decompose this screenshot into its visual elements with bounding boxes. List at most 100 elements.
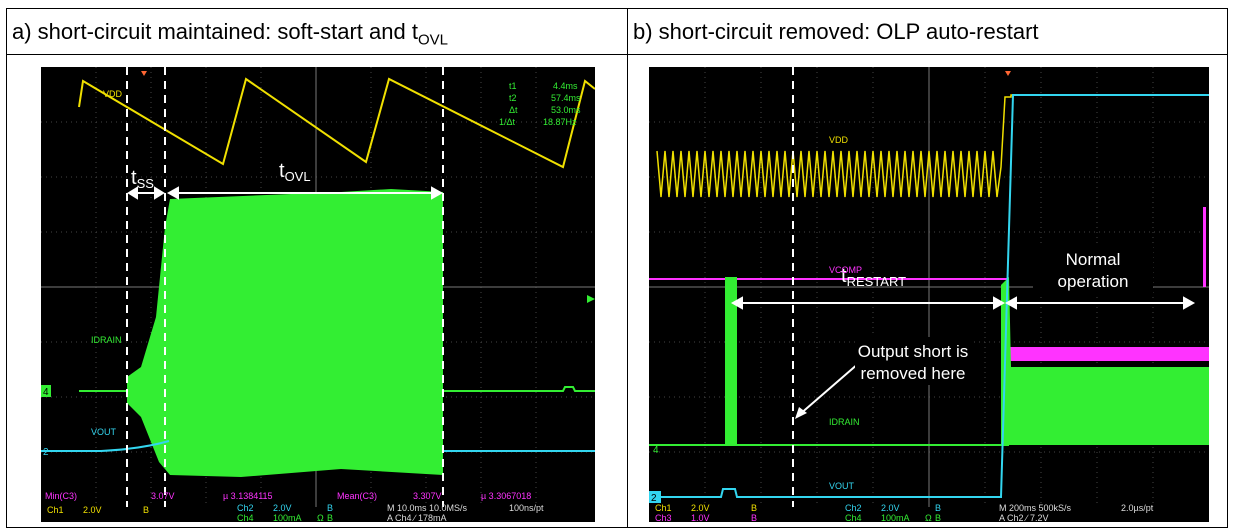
svg-text:Ch2: Ch2: [845, 503, 862, 513]
tss-label: tSS: [131, 167, 154, 191]
ch4-marker-a: [41, 385, 51, 397]
tovl-arrow: [166, 186, 444, 200]
svg-text:µ 3.1384115: µ 3.1384115: [223, 491, 273, 501]
svg-text:2.0V: 2.0V: [273, 503, 292, 513]
trace-vcomp-b-high: [1009, 347, 1209, 361]
svg-text:2.0V: 2.0V: [83, 505, 102, 515]
svg-text:B: B: [143, 505, 149, 515]
ch4-marker-b-text: 4: [653, 445, 659, 456]
svg-text:Ω: Ω: [925, 513, 932, 522]
trigger-marker-b: [1005, 71, 1011, 76]
svg-text:Ch1: Ch1: [655, 503, 672, 513]
panel-a-header-sub: OVL: [417, 31, 448, 49]
label-vout-a: VOUT: [91, 427, 117, 437]
trace-vout-b: [649, 94, 1209, 498]
label-vdd-b: VDD: [829, 135, 849, 145]
panel-a-header-text: a) short-circuit maintained: soft-start …: [12, 19, 418, 44]
svg-text:2.0V: 2.0V: [691, 503, 710, 513]
figure-table: a) short-circuit maintained: soft-start …: [6, 8, 1228, 528]
trestart-label: tRESTART: [841, 265, 906, 289]
svg-text:18.87Hz: 18.87Hz: [543, 117, 577, 127]
short-label-line2: removed here: [861, 364, 966, 383]
normal-label-bg: [1033, 243, 1153, 293]
bottom-bar-b: Ch1 2.0V Ch3 1.0V B B Ch2 2.0V Ch4 100mA…: [655, 503, 1154, 522]
panel-b-header: b) short-circuit removed: OLP auto-resta…: [633, 19, 1039, 44]
svg-text:1/Δt: 1/Δt: [499, 117, 516, 127]
svg-text:100mA: 100mA: [881, 513, 910, 522]
trace-vout-a: [41, 440, 170, 452]
normal-label-line2: operation: [1058, 272, 1129, 291]
label-idrain-b: IDRAIN: [829, 417, 860, 427]
tovl-label: tOVL: [279, 160, 311, 184]
short-label-bg: [855, 337, 973, 385]
ch2-marker-b: [649, 491, 661, 503]
svg-text:B: B: [327, 513, 333, 522]
label-vout-b: VOUT: [829, 481, 855, 491]
trestart-arrow: [730, 296, 1006, 310]
svg-text:53.0ms: 53.0ms: [551, 105, 581, 115]
level-marker-a: [587, 295, 595, 303]
label-vcomp-b: VCOMP: [829, 265, 862, 275]
svg-text:B: B: [751, 503, 757, 513]
svg-text:t1: t1: [509, 81, 517, 91]
svg-text:2.0V: 2.0V: [881, 503, 900, 513]
label-vdd-a: VDD: [103, 89, 123, 99]
svg-text:3.307V: 3.307V: [413, 491, 442, 501]
trace-idrain-b-burst: [725, 277, 737, 445]
svg-text:Ch3: Ch3: [655, 513, 672, 522]
svg-text:A Ch2 ∕ 7.2V: A Ch2 ∕ 7.2V: [999, 513, 1049, 522]
stats-a: Min(C3) 3.07V µ 3.1384115 Mean(C3) 3.307V µ…: [45, 491, 531, 501]
svg-text:Ch4: Ch4: [237, 513, 254, 522]
cursor-readout-a: t1 4.4ms t2 57.4ms Δt 53.0ms 1/Δt 18.87Hz: [499, 81, 581, 127]
column-divider: [627, 9, 628, 527]
header-divider: [7, 54, 1227, 55]
svg-text:1.0V: 1.0V: [691, 513, 710, 522]
short-label-line1: Output short is: [858, 342, 969, 361]
trace-idrain-a: [127, 189, 443, 477]
short-pointer-head: [795, 407, 807, 419]
svg-text:Ch2: Ch2: [237, 503, 254, 513]
trigger-marker-a: [141, 71, 147, 76]
ch4-marker-a-text: 4: [43, 387, 49, 398]
svg-text:2.0µs/pt: 2.0µs/pt: [1121, 503, 1154, 513]
svg-text:Δt: Δt: [509, 105, 518, 115]
svg-text:B: B: [751, 513, 757, 522]
svg-text:Min(C3): Min(C3): [45, 491, 77, 501]
scope-screenshot-a: tSS tOVL VDD IDRAIN VOUT 4 2 t1 4.4ms t2 5…: [41, 67, 595, 522]
scope-b-canvas: tRESTART Normal operation Output short i…: [649, 67, 1209, 522]
svg-text:B: B: [327, 503, 333, 513]
svg-text:M 200ms 500kS/s: M 200ms 500kS/s: [999, 503, 1072, 513]
svg-text:B: B: [935, 503, 941, 513]
short-pointer-arrow: [798, 362, 860, 416]
ch2-marker-b-text: 2: [651, 493, 657, 504]
tss-arrow: [127, 186, 165, 200]
trace-idrain-a-base-right: [443, 386, 595, 392]
svg-text:Ch1: Ch1: [47, 505, 64, 515]
svg-text:t2: t2: [509, 93, 517, 103]
svg-text:4.4ms: 4.4ms: [553, 81, 578, 91]
normal-arrow: [1004, 296, 1196, 310]
scope-a-canvas: tSS tOVL VDD IDRAIN VOUT 4 2 t1 4.4ms t2 5…: [41, 67, 595, 522]
svg-text:Ω: Ω: [317, 513, 324, 522]
top-strip: [0, 0, 1234, 8]
svg-text:µ 3.3067018: µ 3.3067018: [481, 491, 531, 501]
edge-marker-b: [1203, 207, 1206, 287]
svg-text:B: B: [935, 513, 941, 522]
normal-label-line1: Normal: [1066, 250, 1121, 269]
trace-vdd-b: [656, 94, 1209, 198]
svg-text:M 10.0ms 10.0MS/s: M 10.0ms 10.0MS/s: [387, 503, 468, 513]
svg-text:A Ch4 ∕ 178mA: A Ch4 ∕ 178mA: [387, 513, 447, 522]
scope-screenshot-b: tRESTART Normal operation Output short i…: [649, 67, 1209, 522]
bottom-bar-a: Ch1 2.0V B Ch2 2.0V Ch4 100mA Ω B B M 10…: [47, 503, 544, 522]
svg-text:100mA: 100mA: [273, 513, 302, 522]
label-idrain-a: IDRAIN: [91, 335, 122, 345]
trace-vdd-a: [78, 77, 595, 169]
ch2-marker-a-text: 2: [43, 447, 49, 458]
trace-idrain-b-normal: [1001, 277, 1209, 445]
svg-text:100ns/pt: 100ns/pt: [509, 503, 544, 513]
svg-text:Mean(C3): Mean(C3): [337, 491, 377, 501]
svg-text:3.07V: 3.07V: [151, 491, 175, 501]
svg-text:Ch4: Ch4: [845, 513, 862, 522]
svg-text:57.4ms: 57.4ms: [551, 93, 581, 103]
panel-a-header: a) short-circuit maintained: soft-start …: [12, 19, 448, 48]
